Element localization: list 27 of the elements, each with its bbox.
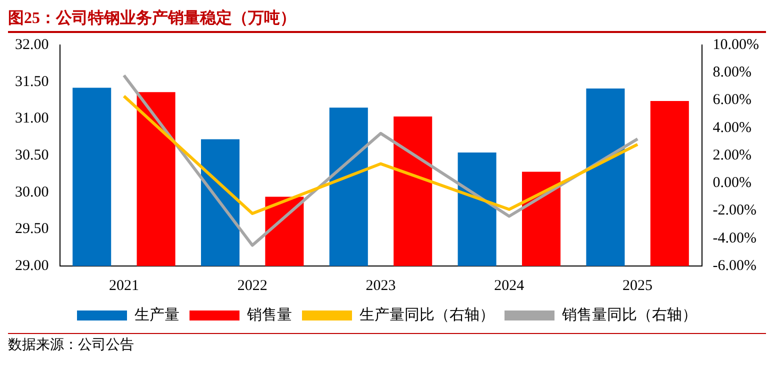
y2-tick-label: -4.00% — [712, 230, 757, 246]
x-tick-label: 2023 — [366, 278, 396, 294]
y2-tick-label: 8.00% — [712, 64, 752, 81]
legend-label: 生产量 — [134, 306, 180, 324]
y-tick-label: 31.50 — [15, 74, 49, 90]
y-tick-label: 32.00 — [15, 36, 49, 53]
x-tick-label: 2021 — [108, 278, 139, 294]
legend-label: 销售量同比（右轴） — [561, 306, 697, 324]
x-tick-label: 2024 — [494, 278, 525, 294]
y-tick-label: 29.50 — [15, 221, 49, 238]
legend-label: 销售量 — [246, 306, 292, 324]
y-tick-label: 29.00 — [15, 258, 49, 274]
y2-tick-label: 2.00% — [712, 147, 752, 164]
y-tick-label: 30.50 — [15, 147, 49, 164]
legend-label: 生产量同比（右轴） — [360, 306, 494, 324]
y-tick-label: 31.00 — [15, 110, 49, 127]
y-tick-label: 30.00 — [15, 184, 49, 200]
x-tick-label: 2022 — [237, 278, 268, 294]
y2-tick-label: 0.00% — [712, 175, 752, 192]
source-note: 数据来源：公司公告 — [8, 333, 766, 354]
x-tick-label: 2025 — [622, 278, 653, 294]
y2-tick-label: 4.00% — [712, 120, 752, 136]
y2-tick-label: 10.00% — [712, 36, 760, 53]
chart-title: 图25：公司特钢业务产销量稳定（万吨） — [8, 8, 766, 33]
y2-tick-label: -6.00% — [712, 258, 757, 274]
y2-tick-label: 6.00% — [712, 92, 752, 108]
y2-tick-label: -2.00% — [712, 202, 757, 219]
